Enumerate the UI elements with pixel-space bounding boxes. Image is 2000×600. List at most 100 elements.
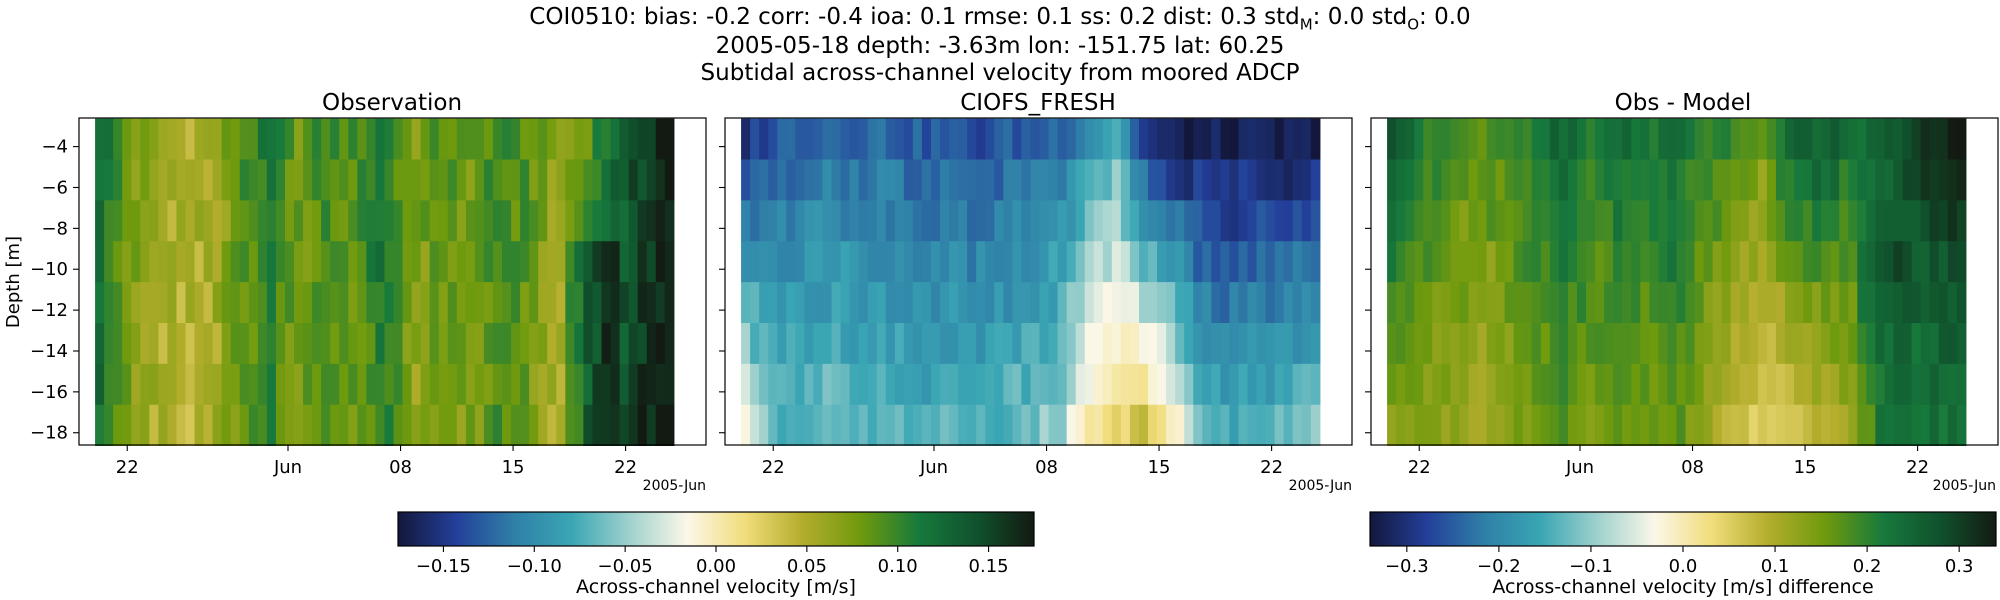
heatmap-cell: [402, 118, 413, 160]
heatmap-cell: [212, 118, 223, 160]
heatmap-cell: [1558, 404, 1569, 447]
heatmap-cell: [1012, 159, 1023, 201]
colorbar-tick-label: −0.3: [1385, 556, 1429, 577]
heatmap-cell: [447, 282, 458, 324]
heatmap-cell: [1202, 200, 1212, 242]
heatmap-cell: [1477, 322, 1488, 365]
heatmap-cell: [1175, 363, 1185, 406]
heatmap-cell: [1703, 282, 1714, 324]
heatmap-cell: [1048, 322, 1059, 365]
heatmap-cell: [1414, 404, 1424, 447]
heatmap-cell: [1075, 404, 1086, 447]
heatmap-cell: [1120, 200, 1131, 242]
heatmap-cell: [1477, 200, 1488, 242]
heatmap-cell: [1667, 200, 1678, 242]
heatmap-cell: [1405, 200, 1415, 242]
heatmap-cell: [1803, 200, 1813, 242]
heatmap-cell: [1030, 404, 1041, 447]
heatmap-cell: [759, 404, 769, 447]
heatmap-cell: [230, 159, 241, 201]
heatmap-cell: [502, 200, 512, 242]
heatmap-cell: [1676, 241, 1687, 283]
heatmap-cell: [185, 322, 196, 365]
heatmap-cell: [511, 404, 521, 447]
heatmap-cell: [1238, 404, 1249, 447]
heatmap-cell: [131, 322, 141, 365]
heatmap-cell: [1129, 282, 1140, 324]
heatmap-cell: [1848, 322, 1858, 365]
heatmap-cell: [750, 404, 760, 447]
heatmap-cell: [1784, 363, 1795, 406]
heatmap-cell: [786, 241, 796, 283]
heatmap-cell: [1757, 241, 1768, 283]
stats-suffix: : 0.0: [1419, 4, 1471, 30]
heatmap-cell: [592, 363, 603, 406]
heatmap-cell: [1477, 241, 1488, 283]
heatmap-cell: [1757, 282, 1768, 324]
heatmap-cell: [375, 363, 386, 406]
heatmap-cell: [384, 322, 395, 365]
x-tick-label: 22: [1408, 457, 1431, 478]
heatmap-cell: [176, 118, 187, 160]
heatmap-cell: [556, 118, 566, 160]
heatmap-cell: [1866, 282, 1877, 324]
heatmap-cell: [1576, 241, 1587, 283]
heatmap-cell: [1830, 404, 1840, 447]
heatmap-cell: [1513, 363, 1524, 406]
heatmap-cell: [1902, 363, 1913, 406]
heatmap-cell: [529, 241, 539, 283]
heatmap-cell: [1220, 118, 1231, 160]
heatmap-cell: [949, 200, 959, 242]
heatmap-cell: [1613, 404, 1623, 447]
heatmap-cell: [1129, 118, 1140, 160]
heatmap-cell: [1175, 282, 1185, 324]
heatmap-cell: [1576, 118, 1587, 160]
heatmap-cell: [655, 200, 666, 242]
heatmap-cell: [366, 159, 377, 201]
heatmap-cell: [483, 159, 494, 201]
heatmap-cell: [294, 200, 304, 242]
heatmap-cell: [1685, 363, 1696, 406]
heatmap-cell: [1138, 404, 1149, 447]
heatmap-cell: [840, 241, 851, 283]
heatmap-cell: [257, 282, 268, 324]
heatmap-cell: [1166, 241, 1176, 283]
heatmap-cell: [1866, 159, 1877, 201]
heatmap-cell: [1184, 200, 1194, 242]
heatmap-cell: [1576, 363, 1587, 406]
heatmap-cell: [912, 404, 923, 447]
heatmap-cell: [1301, 322, 1312, 365]
heatmap-cell: [1902, 241, 1913, 283]
heatmap-cell: [1794, 404, 1804, 447]
heatmap-cell: [321, 200, 331, 242]
heatmap-cell: [1301, 363, 1312, 406]
heatmap-cell: [1148, 200, 1158, 242]
panel-title-obs-minus-model: Obs - Model: [1615, 90, 1752, 116]
heatmap-cell: [402, 404, 413, 447]
heatmap-cell: [465, 363, 476, 406]
heatmap-cell: [885, 118, 896, 160]
heatmap-cell: [1929, 322, 1940, 365]
heatmap-cell: [646, 363, 657, 406]
heatmap-cell: [1283, 363, 1294, 406]
heatmap-cell: [483, 363, 494, 406]
heatmap-cell: [1929, 159, 1940, 201]
heatmap-cell: [357, 322, 367, 365]
heatmap-cell: [610, 241, 621, 283]
heatmap-cell: [1202, 322, 1212, 365]
heatmap-cell: [1893, 159, 1904, 201]
heatmap-cell: [574, 404, 585, 447]
colorbar-difference-gradient: [1369, 511, 1997, 547]
heatmap-cell: [1310, 282, 1321, 324]
x-tick-label: 15: [1794, 457, 1817, 478]
heatmap-cell: [1057, 322, 1068, 365]
colorbar-velocity: −0.15 −0.10 −0.05 0.00 0.05 0.10 0.15 Across-c…: [397, 511, 1035, 598]
heatmap-cell: [1405, 159, 1415, 201]
heatmap-cell: [1658, 363, 1669, 406]
heatmap-cell: [1748, 363, 1759, 406]
heatmap-cell: [1667, 159, 1678, 201]
heatmap-cell: [474, 363, 485, 406]
heatmap-cell: [1531, 200, 1542, 242]
heatmap-cell: [1848, 404, 1858, 447]
